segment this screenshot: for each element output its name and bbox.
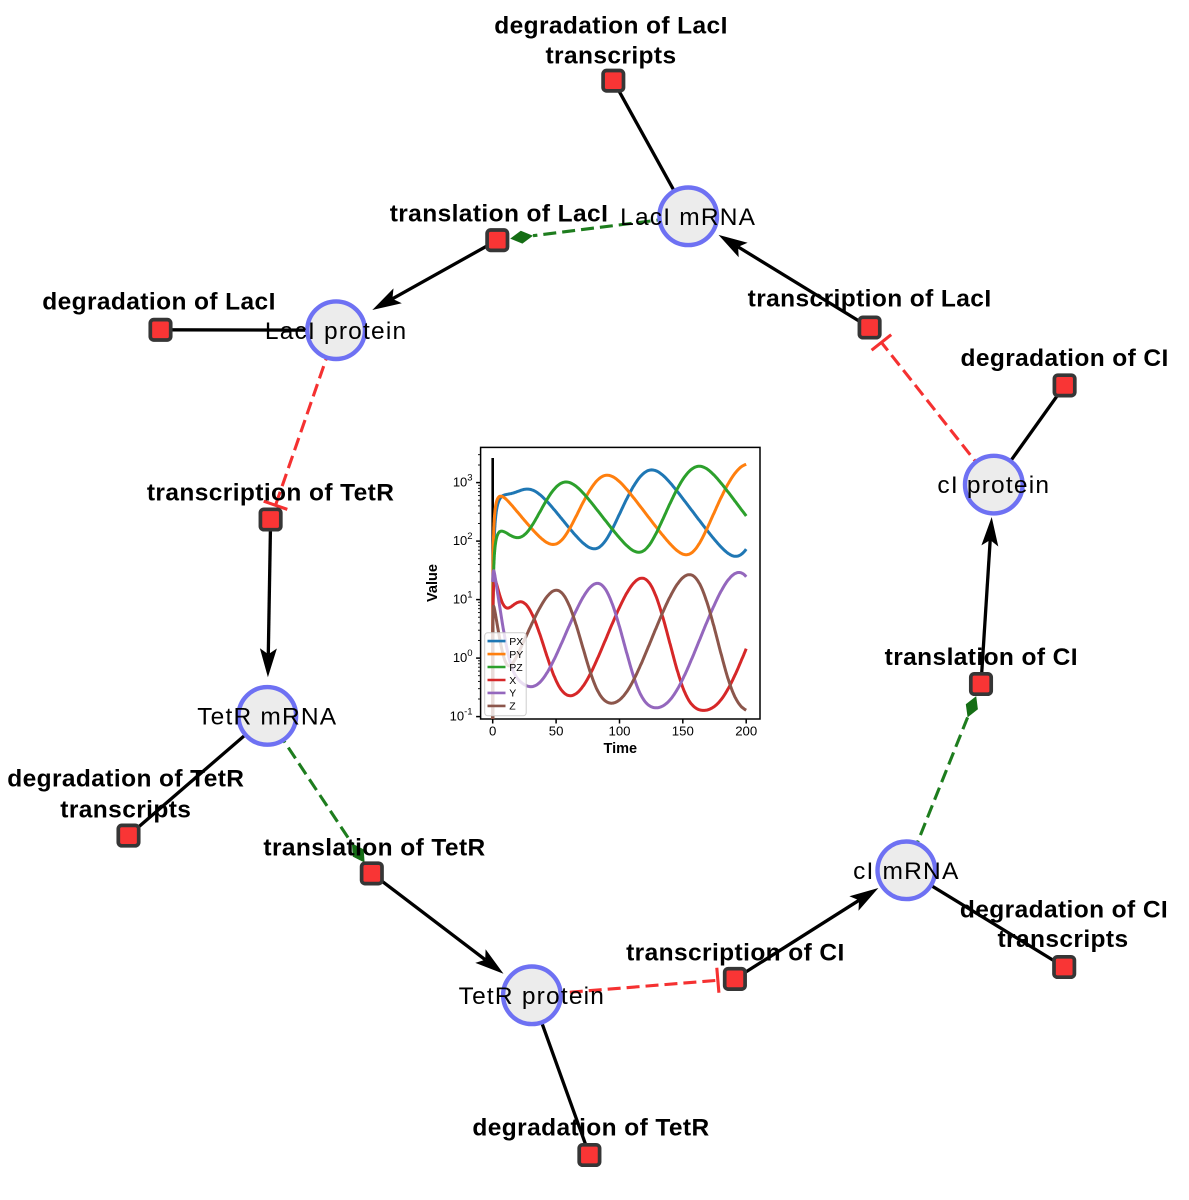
svg-text:Time: Time	[604, 741, 638, 757]
svg-text:transcripts: transcripts	[545, 43, 676, 70]
svg-text:PY: PY	[509, 649, 523, 661]
svg-text:transcription of CI: transcription of CI	[626, 940, 845, 967]
svg-text:0: 0	[489, 724, 496, 739]
svg-text:translation of TetR: translation of TetR	[263, 835, 485, 862]
svg-text:50: 50	[549, 724, 564, 739]
svg-text:LacI mRNA: LacI mRNA	[620, 204, 756, 231]
svg-text:transcription of TetR: transcription of TetR	[147, 480, 395, 507]
svg-text:cI mRNA: cI mRNA	[853, 858, 959, 885]
svg-text:LacI protein: LacI protein	[265, 318, 407, 345]
svg-text:transcription of LacI: transcription of LacI	[748, 286, 992, 313]
svg-text:translation of LacI: translation of LacI	[390, 201, 609, 228]
svg-text:transcripts: transcripts	[997, 926, 1128, 953]
svg-text:PX: PX	[509, 636, 523, 648]
svg-text:degradation of TetR: degradation of TetR	[7, 766, 244, 793]
svg-text:Y: Y	[509, 688, 516, 700]
svg-text:X: X	[509, 675, 516, 687]
svg-text:cI protein: cI protein	[937, 472, 1050, 499]
svg-text:degradation of CI: degradation of CI	[960, 897, 1168, 924]
svg-text:Value: Value	[425, 564, 441, 602]
svg-text:degradation of TetR: degradation of TetR	[472, 1115, 709, 1142]
svg-text:PZ: PZ	[509, 662, 523, 674]
svg-text:transcripts: transcripts	[60, 797, 191, 824]
svg-text:150: 150	[672, 724, 694, 739]
svg-text:degradation of CI: degradation of CI	[960, 345, 1168, 372]
svg-text:degradation of LacI: degradation of LacI	[42, 289, 276, 316]
svg-text:TetR protein: TetR protein	[459, 983, 606, 1010]
svg-text:translation of CI: translation of CI	[885, 644, 1078, 671]
svg-text:TetR mRNA: TetR mRNA	[197, 704, 337, 731]
svg-text:100: 100	[608, 724, 630, 739]
svg-text:200: 200	[735, 724, 757, 739]
svg-text:Z: Z	[509, 701, 516, 713]
svg-text:degradation of LacI: degradation of LacI	[494, 13, 728, 40]
